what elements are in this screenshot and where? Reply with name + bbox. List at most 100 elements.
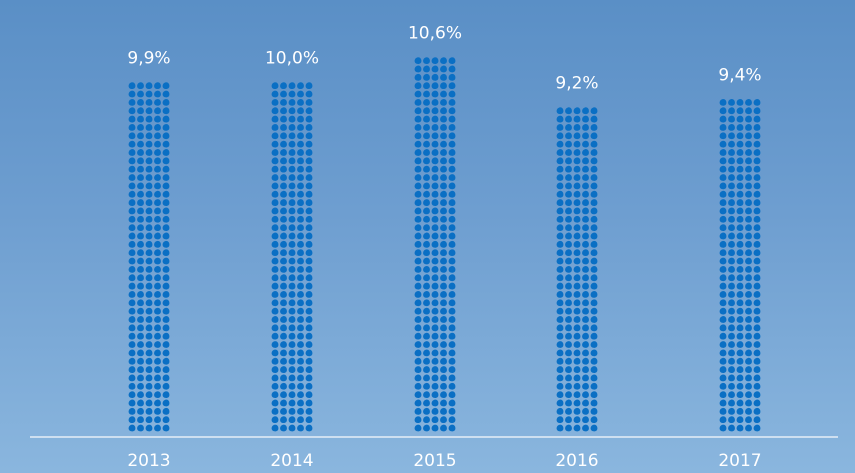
drop-mark bbox=[145, 182, 153, 190]
drop-mark bbox=[423, 98, 430, 106]
drop-mark bbox=[719, 249, 727, 257]
drop-mark bbox=[590, 249, 598, 257]
drop-mark bbox=[128, 332, 136, 340]
drop-mark bbox=[414, 90, 422, 98]
drop-mark bbox=[154, 240, 161, 248]
drop-mark bbox=[128, 424, 136, 432]
drop-mark bbox=[271, 224, 279, 231]
drop-mark bbox=[162, 98, 170, 106]
drop-mark bbox=[565, 424, 572, 432]
drop-mark bbox=[556, 399, 564, 407]
drop-mark bbox=[423, 424, 430, 432]
drop-mark bbox=[440, 182, 447, 190]
drop-mark bbox=[753, 391, 761, 398]
drop-mark bbox=[431, 291, 439, 298]
drop-mark bbox=[271, 124, 279, 131]
drop-mark bbox=[288, 274, 296, 282]
drop-mark bbox=[719, 374, 727, 382]
drop-mark bbox=[556, 132, 564, 140]
drop-mark bbox=[145, 174, 153, 181]
drop-mark bbox=[162, 182, 170, 190]
drop-mark bbox=[162, 215, 170, 223]
drop-mark bbox=[280, 98, 287, 106]
drop-mark bbox=[137, 90, 144, 98]
drop-mark bbox=[431, 157, 439, 165]
drop-mark bbox=[423, 207, 430, 215]
bar-2017 bbox=[719, 98, 761, 432]
drop-mark bbox=[145, 107, 153, 115]
drop-mark bbox=[162, 90, 170, 98]
drop-mark bbox=[582, 407, 589, 415]
drop-mark bbox=[728, 332, 735, 340]
drop-mark bbox=[719, 382, 727, 390]
drop-mark bbox=[162, 82, 170, 90]
drop-mark bbox=[423, 291, 430, 298]
drop-mark bbox=[565, 291, 572, 298]
drop-mark bbox=[736, 265, 744, 273]
drop-mark bbox=[137, 341, 144, 348]
drop-mark bbox=[736, 215, 744, 223]
drop-mark bbox=[280, 249, 287, 257]
drop-mark bbox=[736, 249, 744, 257]
drop-mark bbox=[154, 341, 161, 348]
drop-mark bbox=[719, 341, 727, 348]
drop-mark bbox=[154, 199, 161, 206]
bar-2015 bbox=[414, 57, 456, 432]
drop-mark bbox=[728, 157, 735, 165]
drop-mark bbox=[414, 316, 422, 323]
drop-mark bbox=[145, 149, 153, 156]
drop-mark bbox=[582, 115, 589, 123]
drop-mark bbox=[414, 157, 422, 165]
drop-mark bbox=[271, 232, 279, 240]
drop-mark bbox=[736, 407, 744, 415]
drop-mark bbox=[573, 324, 581, 332]
drop-mark bbox=[565, 341, 572, 348]
drop-mark bbox=[590, 132, 598, 140]
drop-mark bbox=[280, 366, 287, 373]
drop-mark bbox=[145, 307, 153, 315]
drop-mark bbox=[448, 374, 456, 382]
drop-mark bbox=[297, 157, 304, 165]
drop-mark bbox=[145, 249, 153, 257]
drop-mark bbox=[448, 82, 456, 90]
drop-mark bbox=[305, 199, 313, 206]
drop-mark bbox=[297, 199, 304, 206]
drop-mark bbox=[590, 324, 598, 332]
drop-mark bbox=[423, 249, 430, 257]
bars-layer bbox=[128, 57, 761, 432]
drop-mark bbox=[280, 307, 287, 315]
drop-mark bbox=[423, 307, 430, 315]
drop-mark bbox=[448, 349, 456, 357]
drop-mark bbox=[728, 165, 735, 173]
drop-mark bbox=[137, 291, 144, 298]
value-label-2013: 9,9% bbox=[127, 49, 170, 69]
drop-mark bbox=[423, 324, 430, 332]
drop-mark bbox=[288, 190, 296, 198]
drop-mark bbox=[414, 282, 422, 290]
drop-mark bbox=[556, 357, 564, 365]
drop-mark bbox=[414, 232, 422, 240]
drop-mark bbox=[288, 416, 296, 424]
drop-mark bbox=[745, 224, 752, 231]
drop-mark bbox=[154, 291, 161, 298]
drop-mark bbox=[582, 274, 589, 282]
drop-mark bbox=[573, 416, 581, 424]
drop-mark bbox=[414, 224, 422, 231]
drop-mark bbox=[719, 140, 727, 148]
drop-mark bbox=[414, 215, 422, 223]
drop-mark bbox=[448, 282, 456, 290]
drop-mark bbox=[719, 257, 727, 265]
drop-mark bbox=[145, 124, 153, 131]
drop-mark bbox=[154, 249, 161, 257]
drop-mark bbox=[137, 332, 144, 340]
drop-mark bbox=[431, 124, 439, 131]
drop-mark bbox=[297, 399, 304, 407]
drop-mark bbox=[145, 291, 153, 298]
drop-mark bbox=[137, 182, 144, 190]
drop-mark bbox=[573, 399, 581, 407]
drop-mark bbox=[448, 324, 456, 332]
drop-mark bbox=[305, 407, 313, 415]
drop-mark bbox=[154, 132, 161, 140]
drop-mark bbox=[128, 98, 136, 106]
drop-mark bbox=[753, 424, 761, 432]
